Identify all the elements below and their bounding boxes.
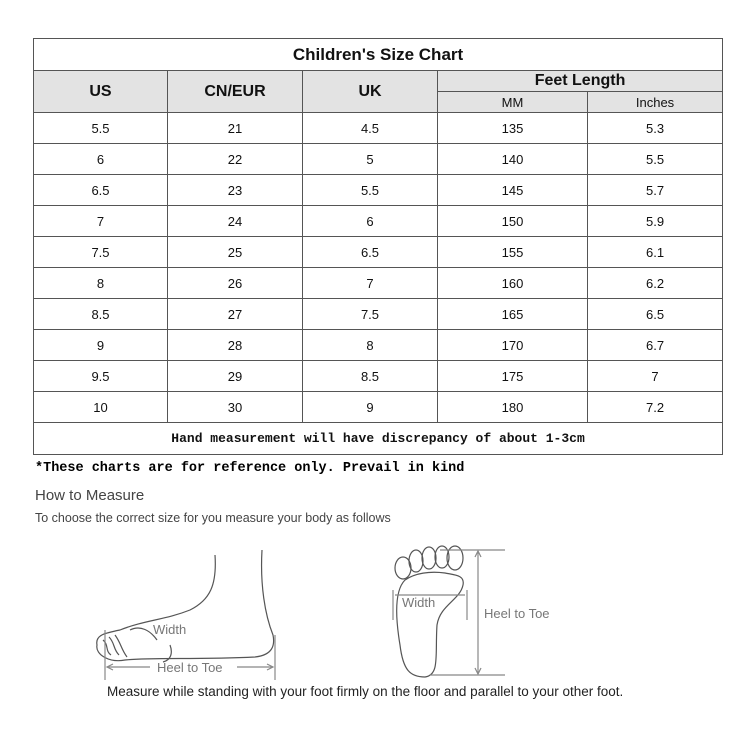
table-note: Hand measurement will have discrepancy o… (32, 422, 724, 455)
cell-uk: 6.5 (302, 236, 438, 268)
cell-cneur: 21 (167, 112, 303, 144)
cell-mm: 180 (437, 391, 588, 423)
cell-us: 7.5 (33, 236, 168, 268)
cell-cneur: 27 (167, 298, 303, 330)
cell-us: 6 (33, 143, 168, 175)
cell-mm: 155 (437, 236, 588, 268)
size-chart-table: Children's Size Chart US CN/EUR UK Feet … (32, 38, 724, 455)
cell-cneur: 29 (167, 360, 303, 392)
cell-inches: 7 (586, 360, 724, 392)
cell-us: 9 (33, 329, 168, 361)
table-row: 8 26 7 160 6.2 (33, 267, 724, 299)
how-to-measure-subheading: To choose the correct size for you measu… (35, 511, 391, 525)
table-row: 7.5 25 6.5 155 6.1 (33, 236, 724, 268)
header-uk: UK (302, 70, 438, 113)
cell-cneur: 30 (167, 391, 303, 423)
cell-inches: 6.2 (586, 267, 724, 299)
cell-cneur: 25 (167, 236, 303, 268)
cell-uk: 6 (302, 205, 438, 237)
cell-uk: 7.5 (302, 298, 438, 330)
cell-us: 5.5 (33, 112, 168, 144)
cell-inches: 6.7 (586, 329, 724, 361)
reference-note: *These charts are for reference only. Pr… (35, 461, 465, 476)
cell-us: 10 (33, 391, 168, 423)
table-row: 5.5 21 4.5 135 5.3 (33, 112, 724, 144)
cell-inches: 5.7 (586, 174, 724, 206)
sole-width-label: Width (402, 595, 435, 610)
cell-inches: 7.2 (586, 391, 724, 423)
cell-uk: 8 (302, 329, 438, 361)
sole-length-label: Heel to Toe (484, 606, 550, 621)
cell-cneur: 28 (167, 329, 303, 361)
cell-cneur: 26 (167, 267, 303, 299)
cell-mm: 145 (437, 174, 588, 206)
table-row: 8.5 27 7.5 165 6.5 (33, 298, 724, 330)
cell-uk: 5 (302, 143, 438, 175)
header-feet-length: Feet Length (436, 70, 724, 92)
cell-mm: 165 (437, 298, 588, 330)
side-width-label: Width (153, 622, 186, 637)
cell-us: 8 (33, 267, 168, 299)
table-row: 9.5 29 8.5 175 7 (33, 360, 724, 392)
cell-cneur: 23 (167, 174, 303, 206)
cell-mm: 170 (437, 329, 588, 361)
sole-illustration: Width Heel to Toe (392, 545, 550, 678)
how-to-measure-heading: How to Measure (35, 487, 145, 504)
cell-uk: 5.5 (302, 174, 438, 206)
chart-title: Children's Size Chart (32, 38, 724, 71)
cell-inches: 6.5 (586, 298, 724, 330)
measure-instruction: Measure while standing with your foot fi… (107, 684, 624, 699)
cell-inches: 5.3 (586, 112, 724, 144)
cell-uk: 7 (302, 267, 438, 299)
cell-mm: 150 (437, 205, 588, 237)
cell-mm: 135 (437, 112, 588, 144)
cell-mm: 175 (437, 360, 588, 392)
cell-uk: 8.5 (302, 360, 438, 392)
cell-inches: 6.1 (586, 236, 724, 268)
cell-us: 7 (33, 205, 168, 237)
header-inches: Inches (586, 91, 724, 113)
cell-mm: 140 (437, 143, 588, 175)
cell-cneur: 22 (167, 143, 303, 175)
cell-us: 9.5 (33, 360, 168, 392)
header-us: US (33, 70, 168, 113)
cell-mm: 160 (437, 267, 588, 299)
header-cneur: CN/EUR (167, 70, 303, 113)
cell-inches: 5.5 (586, 143, 724, 175)
table-row: 10 30 9 180 7.2 (33, 391, 724, 423)
table-row: 7 24 6 150 5.9 (33, 205, 724, 237)
cell-cneur: 24 (167, 205, 303, 237)
side-length-label: Heel to Toe (157, 660, 223, 675)
cell-inches: 5.9 (586, 205, 724, 237)
table-row: 6.5 23 5.5 145 5.7 (33, 174, 724, 206)
cell-uk: 4.5 (302, 112, 438, 144)
table-row: 6 22 5 140 5.5 (33, 143, 724, 175)
table-row: 9 28 8 170 6.7 (33, 329, 724, 361)
cell-us: 8.5 (33, 298, 168, 330)
side-foot-illustration: Width Heel to Toe (96, 549, 276, 680)
header-mm: MM (437, 91, 588, 113)
cell-us: 6.5 (33, 174, 168, 206)
cell-uk: 9 (302, 391, 438, 423)
